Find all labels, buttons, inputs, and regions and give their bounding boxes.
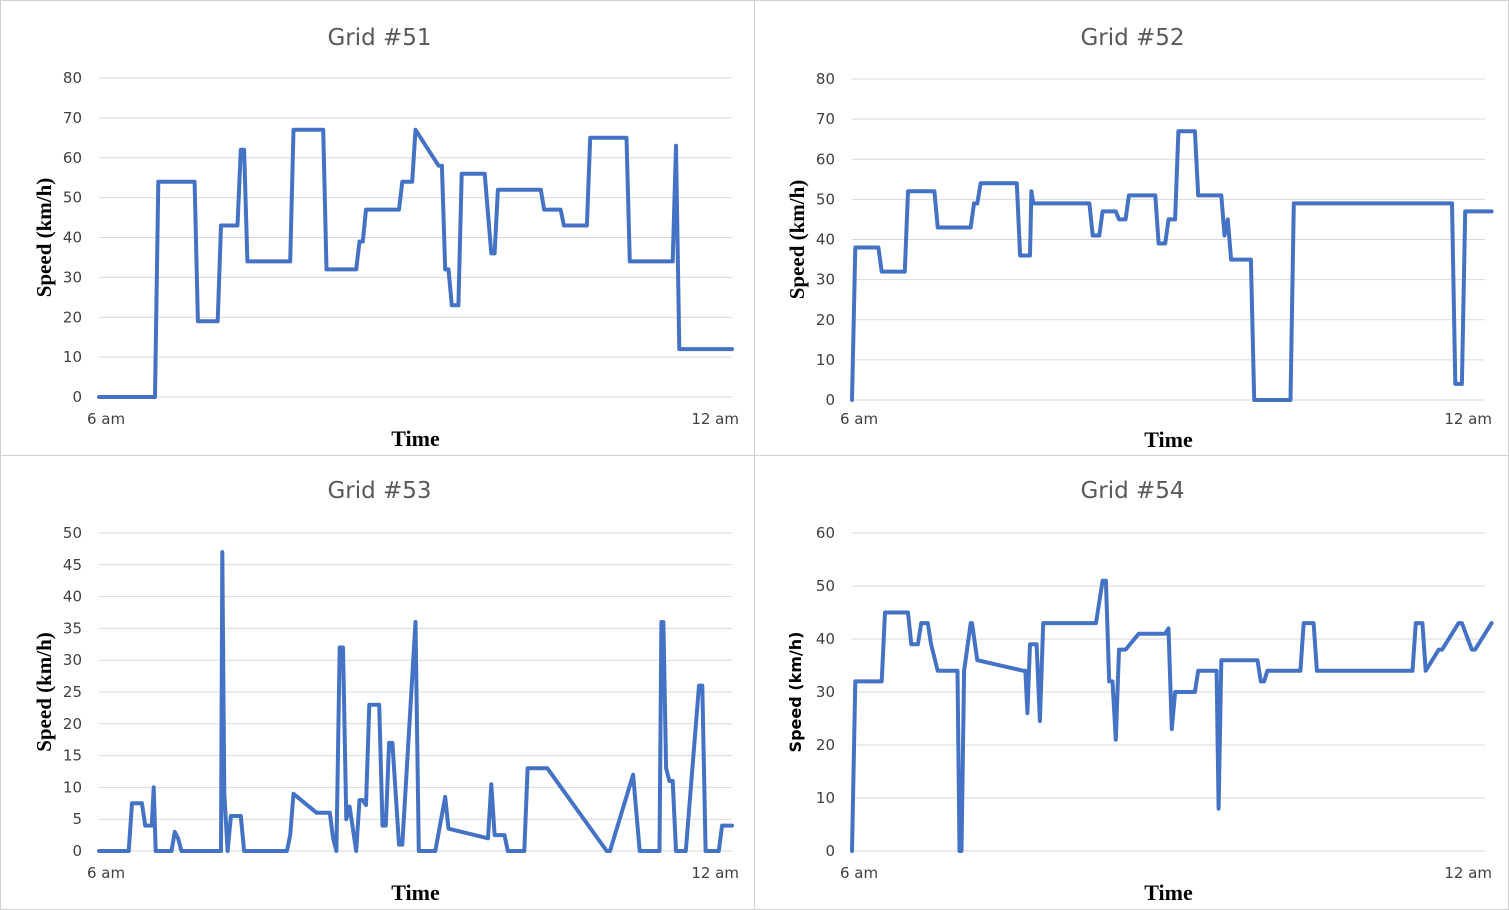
y-tick-label: 10 <box>816 351 835 369</box>
y-tick-label: 25 <box>63 683 82 701</box>
y-tick-label: 70 <box>816 110 835 128</box>
y-tick-label: 80 <box>816 70 835 88</box>
series-line <box>850 129 1494 402</box>
y-tick-label: 0 <box>72 842 82 860</box>
chart-grid-51: Grid #51 0 10 20 30 40 50 60 70 80 6 am 12 am Time Sp… <box>32 25 739 451</box>
chart-panel-grid-53: Grid #53 0 5 10 15 20 25 30 35 40 45 50 6 am 12 am Tim… <box>0 455 755 910</box>
chart-panel-grid-52: Grid #52 0 10 20 30 40 50 60 70 80 6 am 12 am Time Sp… <box>754 0 1509 456</box>
series-line <box>97 550 734 853</box>
y-tick-label: 50 <box>63 189 82 207</box>
y-tick-label: 30 <box>63 651 82 669</box>
y-axis-label: Speed (km/h) <box>32 632 56 752</box>
y-axis-label: Speed (km/h) <box>786 632 805 753</box>
x-axis-label: Time <box>391 880 440 905</box>
y-tick-label: 70 <box>63 109 82 127</box>
x-tick-label: 6 am <box>87 410 125 428</box>
x-tick-label: 12 am <box>691 410 739 428</box>
y-tick-label: 60 <box>63 149 82 167</box>
y-tick-label: 50 <box>816 577 835 595</box>
y-tick-label: 60 <box>816 524 835 542</box>
y-tick-label: 50 <box>816 190 835 208</box>
x-tick-label: 12 am <box>1444 410 1492 428</box>
chart-grid-53: Grid #53 0 5 10 15 20 25 30 35 40 45 50 6 am 12 am Tim… <box>32 478 739 905</box>
chart-title: Grid #54 <box>1080 478 1184 504</box>
chart-grid-54: Grid #54 0 10 20 30 40 50 60 6 am 12 am Time Speed … <box>786 478 1494 905</box>
chart-grid-52: Grid #52 0 10 20 30 40 50 60 70 80 6 am 12 am Time Sp… <box>785 25 1494 452</box>
x-tick-label: 6 am <box>840 864 878 882</box>
y-tick-label: 45 <box>63 556 82 574</box>
y-tick-label: 40 <box>63 229 82 247</box>
y-tick-label: 50 <box>63 524 82 542</box>
y-tick-label: 0 <box>72 388 82 406</box>
y-tick-label: 20 <box>63 308 82 326</box>
x-axis-label: Time <box>391 426 440 451</box>
y-tick-label: 20 <box>816 311 835 329</box>
y-tick-label: 10 <box>63 348 82 366</box>
y-tick-label: 80 <box>63 69 82 87</box>
y-tick-label: 60 <box>816 150 835 168</box>
x-axis-label: Time <box>1144 880 1193 905</box>
chart-title: Grid #53 <box>327 478 431 504</box>
y-tick-label: 40 <box>816 630 835 648</box>
chart-title: Grid #52 <box>1080 25 1184 51</box>
y-tick-label: 15 <box>63 747 82 765</box>
chart-title: Grid #51 <box>327 25 431 51</box>
y-tick-label: 40 <box>63 588 82 606</box>
y-tick-label: 35 <box>63 619 82 637</box>
y-tick-label: 40 <box>816 231 835 249</box>
y-tick-label: 5 <box>72 810 82 828</box>
y-axis-label: Speed (km/h) <box>785 180 809 300</box>
x-tick-label: 12 am <box>1444 864 1492 882</box>
x-axis-label: Time <box>1144 427 1193 452</box>
chart-panel-grid-51: Grid #51 0 10 20 30 40 50 60 70 80 6 am 12 am Time Sp… <box>0 0 755 456</box>
x-tick-label: 6 am <box>87 864 125 882</box>
series-line <box>97 127 734 399</box>
y-tick-label: 10 <box>816 789 835 807</box>
y-tick-label: 30 <box>816 683 835 701</box>
series-line <box>850 578 1494 853</box>
x-tick-label: 6 am <box>840 410 878 428</box>
y-tick-label: 10 <box>63 778 82 796</box>
y-tick-label: 20 <box>816 736 835 754</box>
y-axis-label: Speed (km/h) <box>32 178 56 298</box>
x-tick-label: 12 am <box>691 864 739 882</box>
y-tick-label: 30 <box>816 271 835 289</box>
y-tick-label: 0 <box>825 391 835 409</box>
y-tick-label: 30 <box>63 268 82 286</box>
y-tick-label: 20 <box>63 715 82 733</box>
chart-panel-grid-54: Grid #54 0 10 20 30 40 50 60 6 am 12 am Time Speed … <box>754 455 1509 910</box>
y-tick-label: 0 <box>825 842 835 860</box>
